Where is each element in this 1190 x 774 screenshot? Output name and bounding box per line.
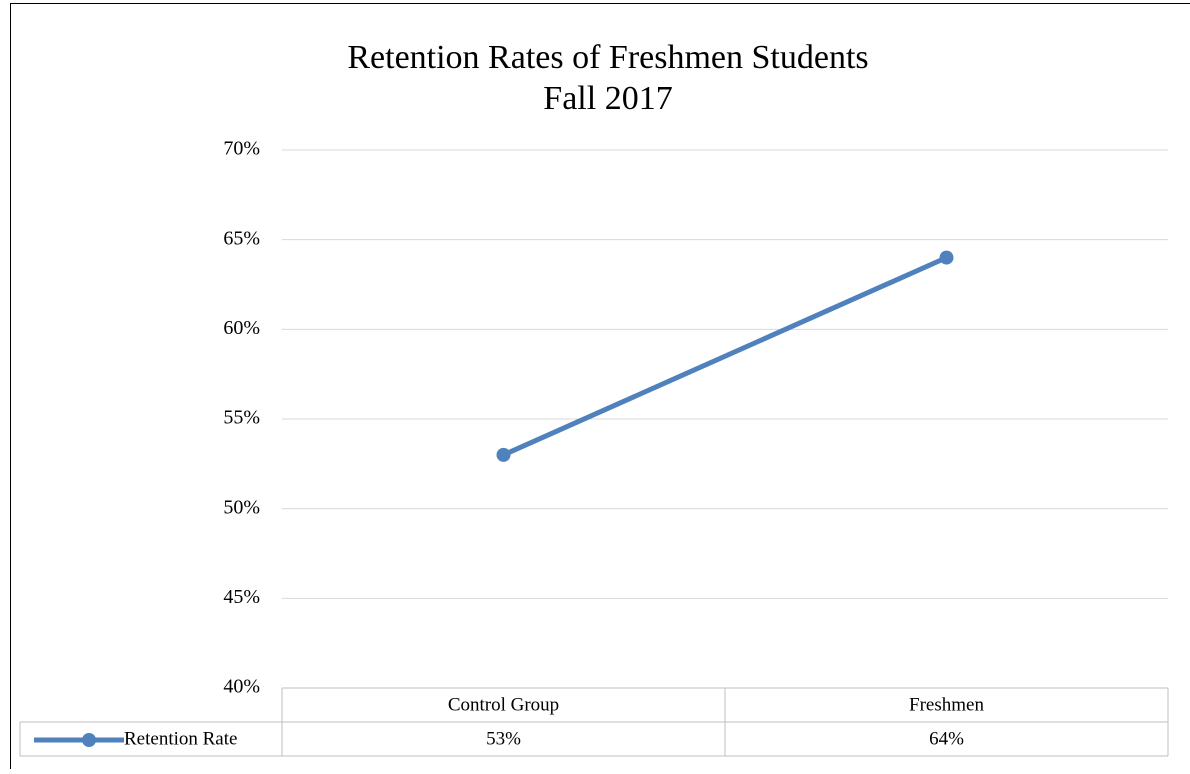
y-tick-label: 45%: [223, 586, 260, 608]
legend-marker: [82, 733, 96, 747]
legend-label: Retention Rate: [124, 728, 237, 749]
chart-border: [11, 4, 1190, 770]
x-tick-label: Freshmen: [909, 694, 984, 715]
y-tick-label: 60%: [223, 317, 260, 339]
y-tick-label: 65%: [223, 227, 260, 249]
x-tick-label: Control Group: [448, 694, 559, 715]
series-marker: [940, 251, 954, 265]
y-tick-label: 70%: [223, 138, 260, 160]
chart-subtitle: Fall 2017: [543, 80, 672, 117]
chart-title: Retention Rates of Freshmen Students: [347, 39, 868, 76]
table-value: 53%: [486, 728, 521, 749]
y-tick-label: 50%: [223, 496, 260, 518]
y-tick-label: 40%: [223, 676, 260, 698]
series-marker: [497, 448, 511, 462]
y-tick-label: 55%: [223, 407, 260, 429]
table-value: 64%: [929, 728, 964, 749]
